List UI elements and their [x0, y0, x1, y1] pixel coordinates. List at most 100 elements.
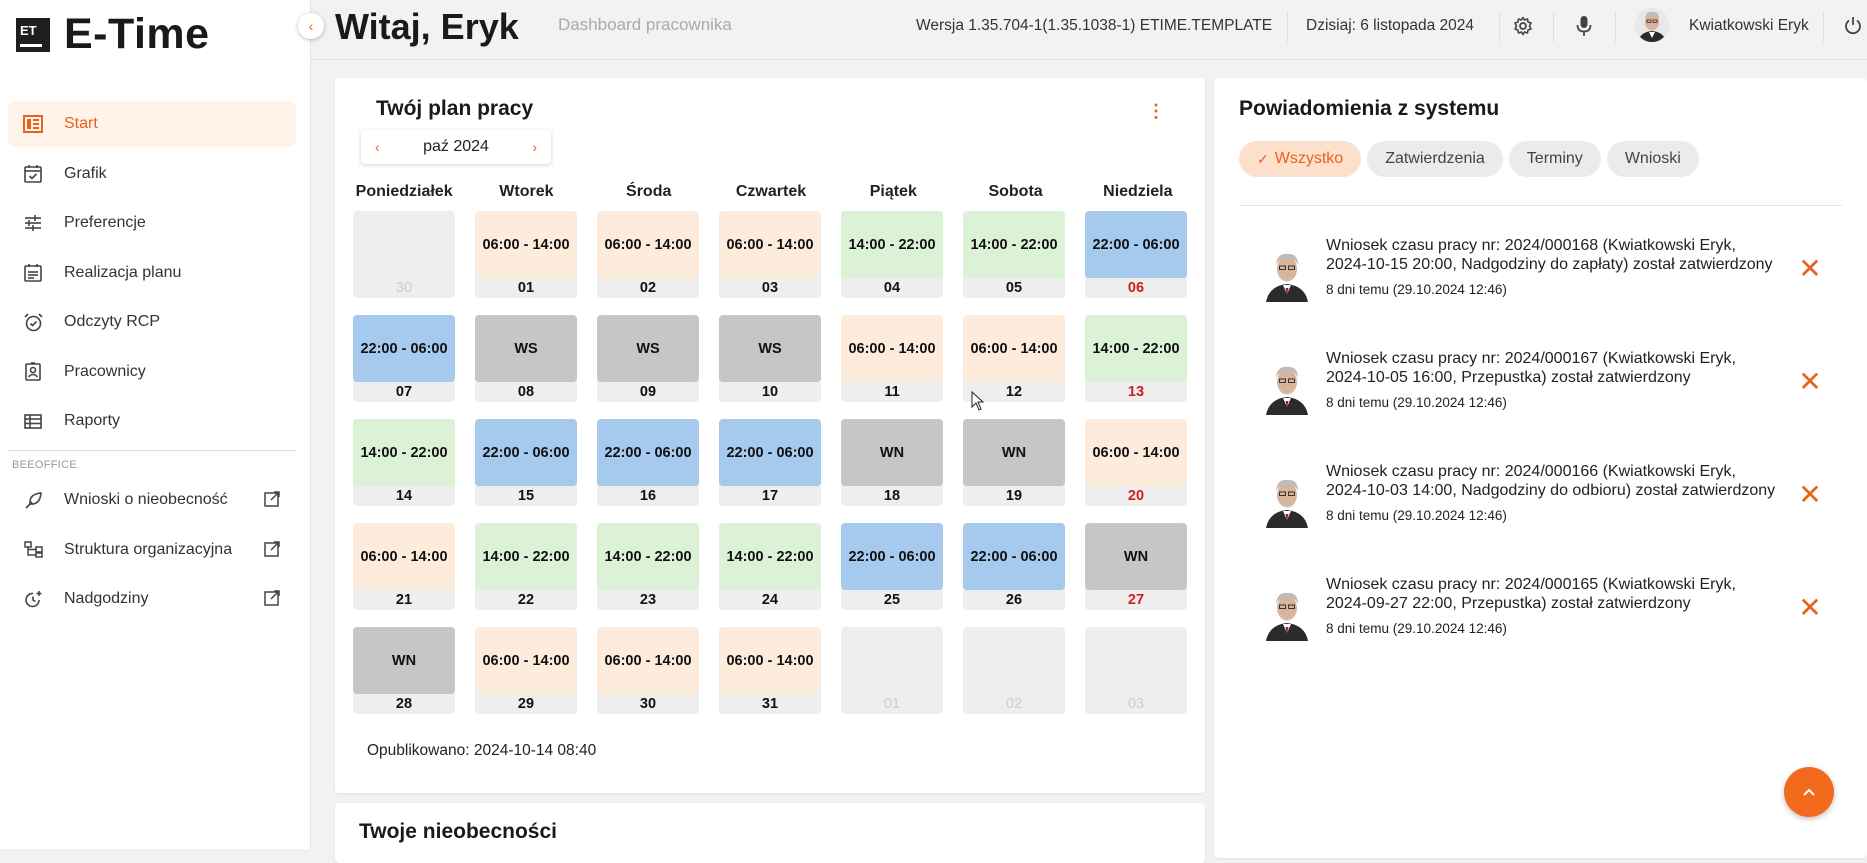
day-number: 02 [1005, 696, 1023, 712]
sliders-icon [22, 212, 44, 234]
sidebar-item-label: Start [64, 115, 98, 132]
calendar-day-cell[interactable]: 22:00 - 06:00 25 [841, 523, 943, 610]
calendar-day-cell[interactable]: WN 19 [963, 419, 1065, 506]
sidebar-item-pracownicy[interactable]: Pracownicy [8, 349, 296, 395]
weekday-label: Sobota [988, 183, 1043, 200]
notification-item[interactable]: Wniosek czasu pracy nr: 2024/000166 (Kwi… [1262, 462, 1822, 542]
calendar-day-cell[interactable]: WN 18 [841, 419, 943, 506]
sidebar-item-realizacja-planu[interactable]: Realizacja planu [8, 250, 296, 296]
calendar-day-cell[interactable]: WS 09 [597, 315, 699, 402]
more-vertical-icon[interactable]: ⋮ [1147, 101, 1165, 121]
notification-item[interactable]: Wniosek czasu pracy nr: 2024/000168 (Kwi… [1262, 236, 1822, 316]
calendar-day-cell[interactable]: 22:00 - 06:00 07 [353, 315, 455, 402]
sidebar-item-label: Odczyty RCP [64, 313, 161, 330]
dashboard-icon [22, 113, 44, 135]
calendar-day-cell[interactable]: 22:00 - 06:00 17 [719, 419, 821, 506]
calendar-day-cell[interactable]: WN 28 [353, 627, 455, 714]
sidebar-item-grafik[interactable]: Grafik [8, 151, 296, 197]
calendar-day-cell[interactable]: WN 27 [1085, 523, 1187, 610]
calendar-day-cell[interactable]: 14:00 - 22:00 05 [963, 211, 1065, 298]
calendar-day-cell[interactable]: 06:00 - 14:00 02 [597, 211, 699, 298]
notification-text: Wniosek czasu pracy nr: 2024/000166 (Kwi… [1326, 463, 1776, 499]
scroll-to-top-button[interactable] [1784, 767, 1834, 817]
current-month: paź 2024 [423, 138, 489, 155]
calendar-day-cell[interactable]: 14:00 - 22:00 24 [719, 523, 821, 610]
shift-label: 14:00 - 22:00 [963, 211, 1065, 278]
notification-time: 8 dni temu (29.10.2024 12:46) [1326, 395, 1507, 410]
shift-label: 22:00 - 06:00 [841, 523, 943, 590]
weekday-label: Czwartek [735, 183, 807, 200]
close-icon[interactable]: ✕ [1798, 253, 1822, 284]
divider [1823, 12, 1824, 42]
published-info: Opublikowano: 2024-10-14 08:40 [367, 742, 597, 759]
settings-gear-icon[interactable] [1511, 14, 1535, 38]
chevron-left-icon[interactable]: ‹ [375, 139, 380, 155]
close-icon[interactable]: ✕ [1798, 479, 1822, 510]
power-icon[interactable] [1841, 14, 1865, 38]
shift-label: 14:00 - 22:00 [475, 523, 577, 590]
calendar-day-cell[interactable]: WS 08 [475, 315, 577, 402]
sidebar-item-odczyty-rcp[interactable]: Odczyty RCP [8, 299, 296, 345]
calendar-day-cell: 01 [841, 627, 943, 714]
calendar-day-cell[interactable]: 14:00 - 22:00 13 [1085, 315, 1187, 402]
sidebar-item-start[interactable]: Start [8, 101, 296, 147]
calendar-day-cell[interactable]: 14:00 - 22:00 14 [353, 419, 455, 506]
day-number: 14 [395, 488, 413, 504]
shift-label: WN [1085, 523, 1187, 590]
sidebar-item-wnioski[interactable]: Wnioski o nieobecność [8, 477, 296, 523]
shift-label: 06:00 - 14:00 [597, 211, 699, 278]
day-number: 01 [517, 280, 535, 296]
badge-icon [22, 361, 44, 383]
shift-label: 22:00 - 06:00 [597, 419, 699, 486]
close-icon[interactable]: ✕ [1798, 592, 1822, 623]
filter-chip-requests[interactable]: Wnioski [1606, 141, 1699, 177]
sidebar-item-raporty[interactable]: Raporty [8, 398, 296, 444]
notification-item[interactable]: Wniosek czasu pracy nr: 2024/000165 (Kwi… [1262, 575, 1822, 655]
calendar-day-cell[interactable]: 22:00 - 06:00 16 [597, 419, 699, 506]
sidebar-item-nadgodziny[interactable]: Nadgodziny [8, 576, 296, 622]
filter-chip-approvals[interactable]: Zatwierdzenia [1367, 141, 1503, 177]
shift-label: 06:00 - 14:00 [353, 523, 455, 590]
day-number: 21 [395, 592, 413, 608]
calendar-day-cell[interactable]: 14:00 - 22:00 23 [597, 523, 699, 610]
user-avatar[interactable] [1635, 8, 1669, 42]
notification-item[interactable]: Wniosek czasu pracy nr: 2024/000167 (Kwi… [1262, 349, 1822, 429]
absence-card: Twoje nieobecności [335, 803, 1205, 863]
shift-label: 06:00 - 14:00 [475, 211, 577, 278]
calendar-day-cell[interactable]: 06:00 - 14:00 01 [475, 211, 577, 298]
calendar-day-cell[interactable]: 06:00 - 14:00 31 [719, 627, 821, 714]
sidebar-item-struktura[interactable]: Struktura organizacyjna [8, 527, 296, 573]
filter-chip-label: Wszystko [1274, 150, 1344, 167]
calendar-day-cell[interactable]: 22:00 - 06:00 06 [1085, 211, 1187, 298]
calendar-day-cell[interactable]: 06:00 - 14:00 29 [475, 627, 577, 714]
day-number: 25 [883, 592, 901, 608]
sidebar-collapse-button[interactable]: ‹ [298, 13, 324, 39]
chevron-right-icon[interactable]: › [532, 139, 537, 155]
calendar-day-cell[interactable]: WS 10 [719, 315, 821, 402]
filter-chip-all[interactable]: ✓ Wszystko [1239, 141, 1362, 177]
sidebar-item-preferencje[interactable]: Preferencje [8, 200, 296, 246]
calendar-day-cell[interactable]: 06:00 - 14:00 12 [963, 315, 1065, 402]
calendar-day-cell[interactable]: 06:00 - 14:00 21 [353, 523, 455, 610]
absence-title: Twoje nieobecności [359, 820, 557, 843]
calendar-day-cell[interactable]: 22:00 - 06:00 15 [475, 419, 577, 506]
user-name[interactable]: Kwiatkowski Eryk [1689, 17, 1809, 34]
notification-text: Wniosek czasu pracy nr: 2024/000168 (Kwi… [1326, 237, 1773, 273]
calendar-day-cell[interactable]: 06:00 - 14:00 03 [719, 211, 821, 298]
shift-label: 14:00 - 22:00 [353, 419, 455, 486]
calendar-day-cell[interactable]: 14:00 - 22:00 04 [841, 211, 943, 298]
close-icon[interactable]: ✕ [1798, 366, 1822, 397]
microphone-icon[interactable] [1572, 14, 1596, 38]
sidebar-divider [8, 450, 296, 451]
shift-label: 22:00 - 06:00 [963, 523, 1065, 590]
calendar-day-cell[interactable]: 06:00 - 14:00 11 [841, 315, 943, 402]
filter-chip-deadlines[interactable]: Terminy [1508, 141, 1601, 177]
shift-label: 06:00 - 14:00 [719, 627, 821, 694]
version-info: Wersja 1.35.704-1(1.35.1038-1) ETIME.TEM… [916, 17, 1273, 34]
calendar-day-cell[interactable]: 14:00 - 22:00 22 [475, 523, 577, 610]
calendar-day-cell[interactable]: 22:00 - 06:00 26 [963, 523, 1065, 610]
calendar-day-cell[interactable]: 06:00 - 14:00 30 [597, 627, 699, 714]
calendar-day-cell[interactable]: 06:00 - 14:00 20 [1085, 419, 1187, 506]
app-logo[interactable]: ET E-Time [16, 10, 210, 59]
day-number: 08 [517, 384, 535, 400]
